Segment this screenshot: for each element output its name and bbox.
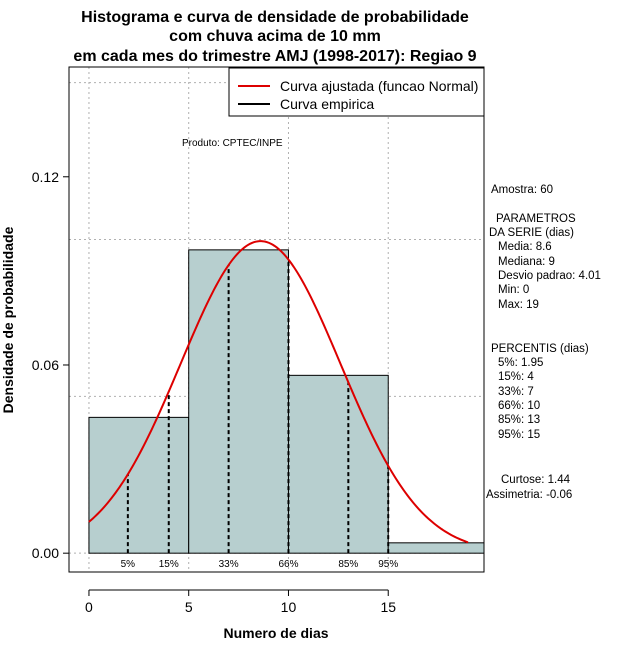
percentis-title: PERCENTIS (dias) [491,343,589,355]
percentile-label-4: 85% [338,559,358,570]
param-mediana: Mediana: 9 [498,256,555,268]
y-axis-title: Densidade de probabilidade [0,226,16,413]
legend-label-fitted: Curva ajustada (funcao Normal) [280,78,478,94]
legend: Curva ajustada (funcao Normal) Curva emp… [228,67,485,117]
y-axis: 0.00 0.06 0.12 [32,169,70,561]
percentile-label-1: 15% [159,559,179,570]
percentil-85: 85%: 13 [498,414,540,426]
histogram-bar-1 [188,249,289,554]
normal-curve-line [88,240,469,544]
legend-label-empirical: Curva empirica [280,96,374,112]
histogram-bar-3 [387,542,485,554]
x-axis-title: Numero de dias [223,625,328,641]
x-tick-label-2: 10 [281,599,297,615]
stats-panel: Amostra: 60 PARAMETROS DA SERIE (dias) M… [486,184,601,501]
chart-title-line-2: com chuva acima de 10 mm [169,28,381,45]
param-max: Max: 19 [498,299,539,311]
param-desvio: Desvio padrao: 4.01 [498,270,601,282]
chart-title-line-1: Histograma e curva de densidade de proba… [81,9,469,26]
x-tick-label-0: 0 [85,599,93,615]
percentil-15: 15%: 4 [498,371,534,383]
percentil-95: 95%: 15 [498,429,540,441]
stat-assimetria: Assimetria: -0.06 [486,489,572,501]
y-tick-label-2: 0.12 [32,169,59,185]
product-note: Produto: CPTEC/INPE [182,138,283,149]
x-axis: 0 5 10 15 [85,589,396,615]
percentile-label-5: 95% [378,559,398,570]
parametros-title-1: PARAMETROS [496,213,576,225]
y-tick-label-0: 0.00 [32,545,59,561]
param-min: Min: 0 [498,284,529,296]
histogram-bars [88,249,485,554]
percentile-lines: 5% 15% 33% 66% 85% 95% [121,259,398,570]
percentil-33: 33%: 7 [498,386,534,398]
stat-curtose: Curtose: 1.44 [501,474,571,486]
param-media: Media: 8.6 [498,241,552,253]
percentile-label-2: 33% [219,559,239,570]
stat-amostra: Amostra: 60 [491,184,553,196]
histogram-bar-2 [287,374,389,554]
percentile-label-0: 5% [121,559,136,570]
y-tick-label-1: 0.06 [32,357,59,373]
x-tick-label-1: 5 [185,599,193,615]
percentil-5: 5%: 1.95 [498,357,543,369]
chart-title-line-3: em cada mes do trimestre AMJ (1998-2017)… [73,48,476,65]
percentile-label-3: 66% [278,559,298,570]
normal-curve [88,240,469,544]
legend-box [228,67,485,117]
percentil-66: 66%: 10 [498,400,540,412]
parametros-title-2: DA SERIE (dias) [489,227,574,239]
histogram-bar-0 [88,416,190,554]
x-tick-label-3: 15 [380,599,396,615]
